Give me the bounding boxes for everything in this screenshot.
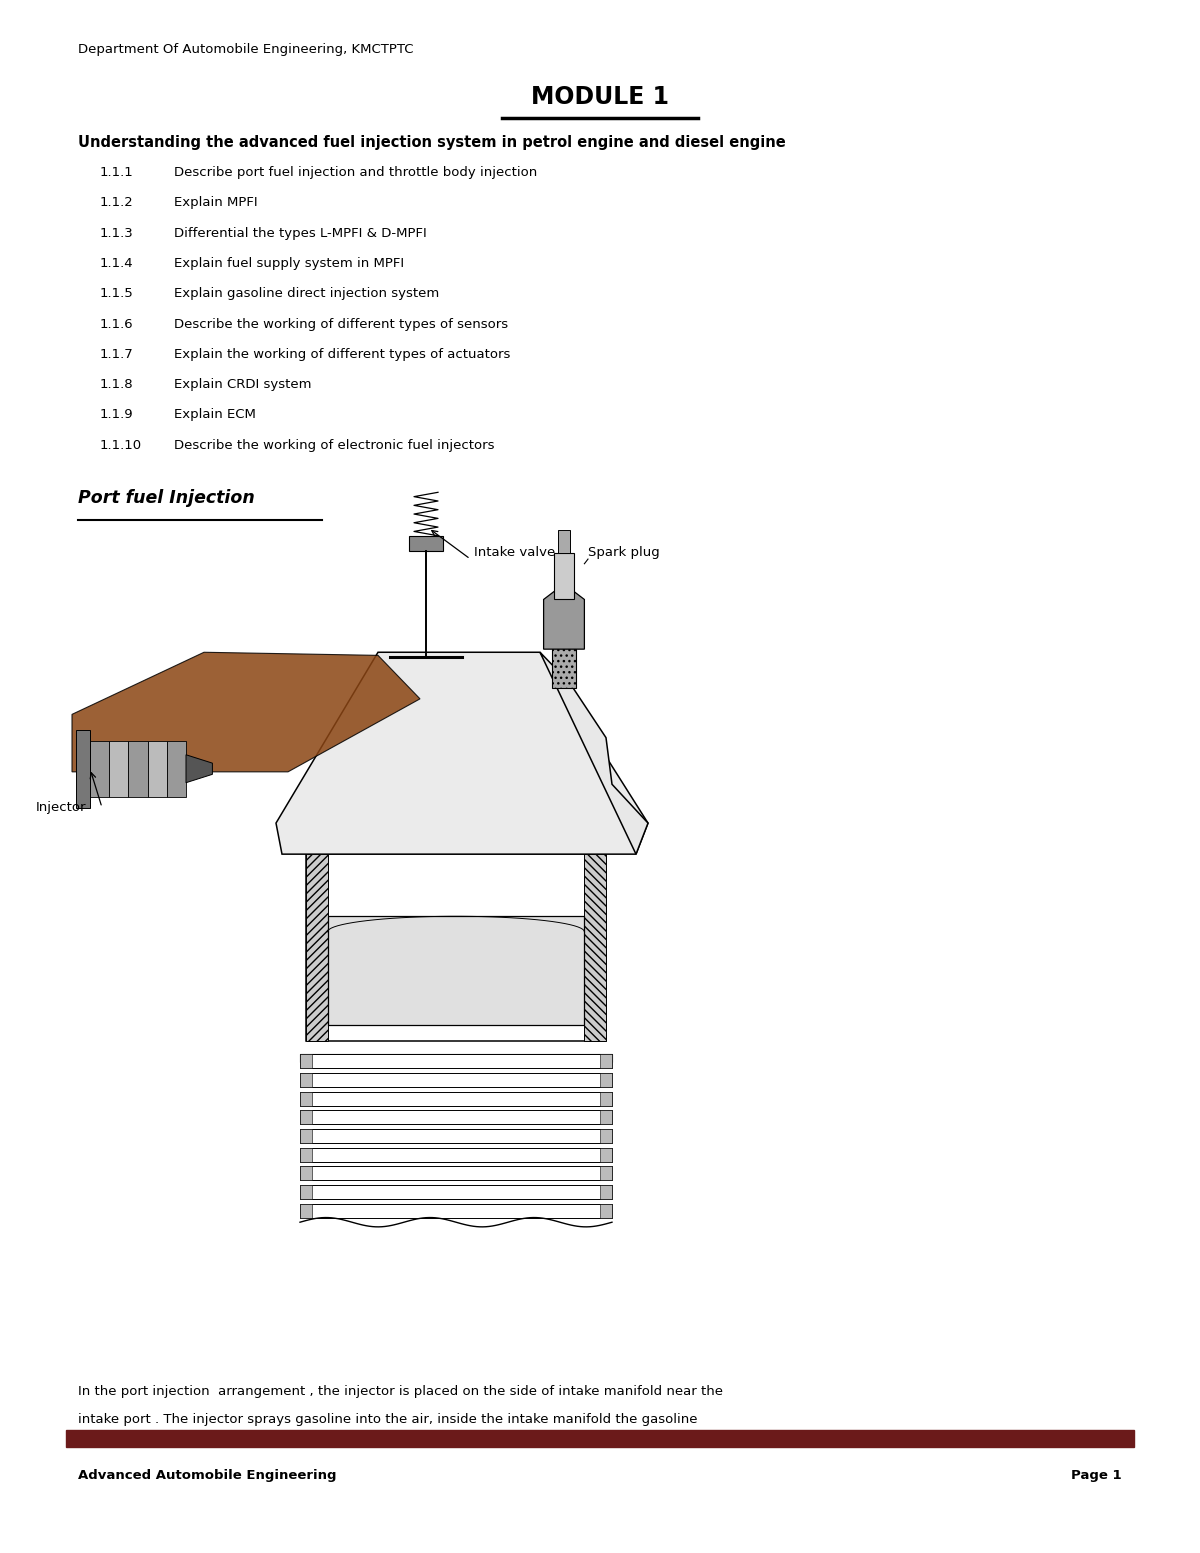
Bar	[300, 1092, 312, 1106]
Text: 1.1.8: 1.1.8	[100, 379, 133, 391]
Bar	[128, 741, 148, 797]
Bar	[558, 530, 570, 553]
Bar	[148, 741, 167, 797]
Text: Explain ECM: Explain ECM	[174, 408, 256, 421]
Text: 1.1.10: 1.1.10	[100, 438, 142, 452]
Bar	[300, 1073, 612, 1087]
Bar	[552, 644, 576, 688]
Bar	[600, 1092, 612, 1106]
Bar	[600, 1110, 612, 1124]
Bar	[328, 916, 584, 1025]
Bar	[300, 1129, 312, 1143]
Bar	[300, 1185, 312, 1199]
Bar	[76, 730, 90, 808]
Bar	[584, 854, 606, 1041]
Bar	[90, 741, 109, 797]
Text: 1.1.5: 1.1.5	[100, 287, 133, 300]
Bar	[300, 1110, 612, 1124]
Text: Injector: Injector	[36, 801, 86, 814]
Text: Explain CRDI system: Explain CRDI system	[174, 379, 312, 391]
Text: intake port . The injector sprays gasoline into the air, inside the intake manif: intake port . The injector sprays gasoli…	[78, 1413, 697, 1426]
Text: Describe the working of different types of sensors: Describe the working of different types …	[174, 318, 508, 331]
Text: Advanced Automobile Engineering: Advanced Automobile Engineering	[78, 1469, 336, 1482]
Bar	[306, 854, 328, 1041]
Bar	[300, 1185, 612, 1199]
Bar	[600, 1166, 612, 1180]
Text: 1.1.2: 1.1.2	[100, 196, 133, 210]
Text: Explain the working of different types of actuators: Explain the working of different types o…	[174, 348, 510, 360]
Bar	[300, 1204, 612, 1218]
Bar	[554, 553, 574, 599]
Text: Department Of Automobile Engineering, KMCTPTC: Department Of Automobile Engineering, KM…	[78, 43, 414, 56]
Bar	[300, 1148, 312, 1162]
Bar	[300, 1148, 612, 1162]
Polygon shape	[540, 652, 648, 854]
Text: Spark plug: Spark plug	[588, 547, 660, 559]
Bar	[600, 1054, 612, 1068]
Text: 1.1.1: 1.1.1	[100, 166, 133, 179]
Bar	[300, 1110, 312, 1124]
Bar	[300, 1054, 612, 1062]
Bar	[600, 1129, 612, 1143]
Text: Describe port fuel injection and throttle body injection: Describe port fuel injection and throttl…	[174, 166, 538, 179]
Text: Port fuel Injection: Port fuel Injection	[78, 489, 254, 508]
Bar	[600, 1148, 612, 1162]
Text: In the port injection  arrangement , the injector is placed on the side of intak: In the port injection arrangement , the …	[78, 1385, 722, 1398]
Bar	[600, 1204, 612, 1218]
Bar	[109, 741, 128, 797]
Bar	[300, 1166, 312, 1180]
Text: 1.1.7: 1.1.7	[100, 348, 133, 360]
Polygon shape	[186, 755, 212, 783]
Bar	[300, 1129, 612, 1143]
Text: Understanding the advanced fuel injection system in petrol engine and diesel eng: Understanding the advanced fuel injectio…	[78, 135, 786, 151]
Bar	[300, 1166, 612, 1180]
Text: Describe the working of electronic fuel injectors: Describe the working of electronic fuel …	[174, 438, 494, 452]
Text: Intake valve: Intake valve	[474, 547, 556, 559]
Bar	[167, 741, 186, 797]
Bar	[300, 1092, 612, 1106]
Text: 1.1.3: 1.1.3	[100, 227, 133, 239]
Text: 1.1.6: 1.1.6	[100, 318, 133, 331]
Polygon shape	[544, 584, 584, 649]
Text: 1.1.4: 1.1.4	[100, 258, 133, 270]
Polygon shape	[72, 652, 420, 772]
Bar	[600, 1073, 612, 1087]
Bar	[600, 1185, 612, 1199]
Text: Page 1: Page 1	[1072, 1469, 1122, 1482]
Bar	[300, 1054, 612, 1068]
Bar	[300, 1073, 312, 1087]
Text: MODULE 1: MODULE 1	[530, 85, 670, 109]
Polygon shape	[276, 652, 648, 854]
Text: Explain fuel supply system in MPFI: Explain fuel supply system in MPFI	[174, 258, 404, 270]
Bar	[300, 1204, 312, 1218]
Text: Differential the types L-MPFI & D-MPFI: Differential the types L-MPFI & D-MPFI	[174, 227, 427, 239]
Text: 1.1.9: 1.1.9	[100, 408, 133, 421]
Bar	[66, 1429, 1134, 1447]
Bar	[409, 536, 443, 551]
Text: Explain gasoline direct injection system: Explain gasoline direct injection system	[174, 287, 439, 300]
Text: Explain MPFI: Explain MPFI	[174, 196, 258, 210]
Bar	[300, 1054, 312, 1068]
